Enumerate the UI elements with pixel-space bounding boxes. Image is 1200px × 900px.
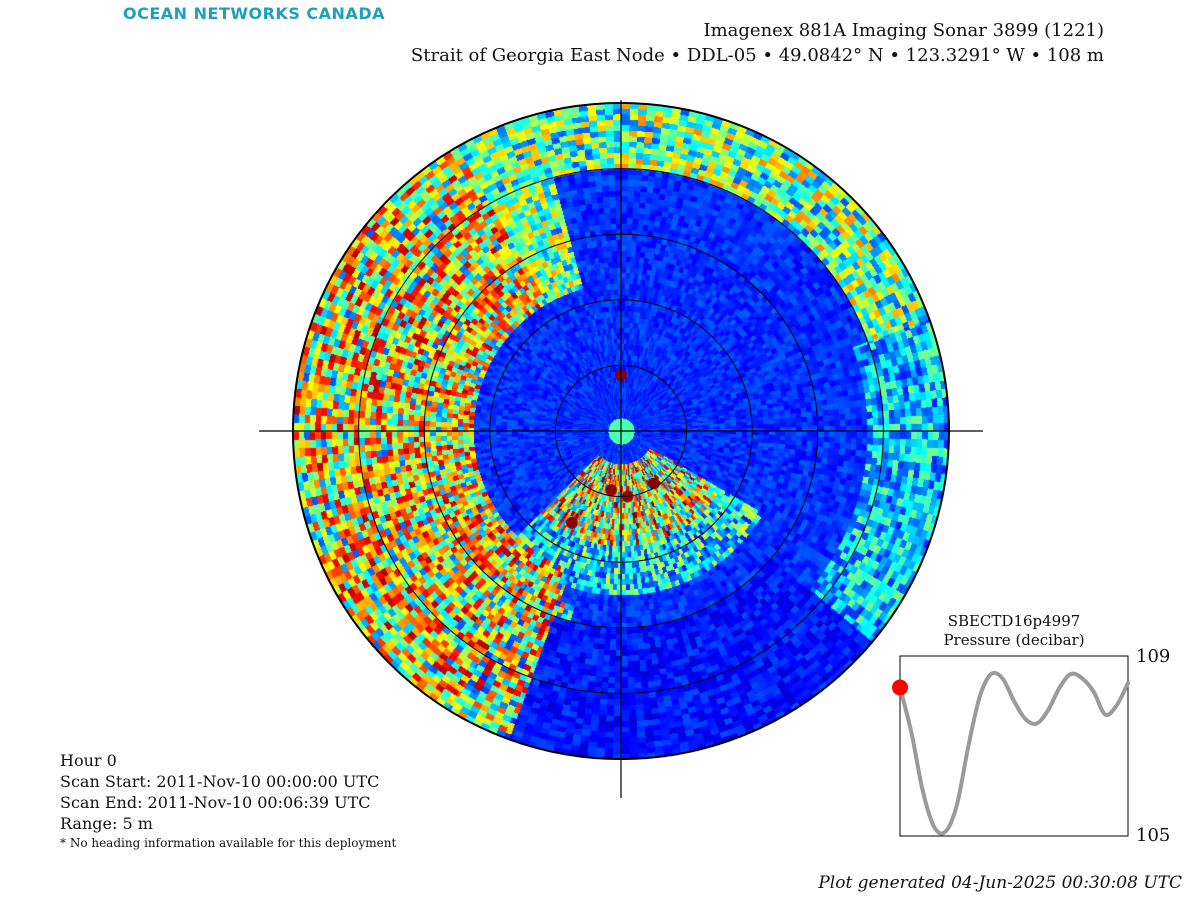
inset-ylabel: Pressure (decibar)	[943, 631, 1085, 649]
hour-label: Hour 0	[60, 751, 117, 770]
inset-ytick-min: 105	[1136, 825, 1171, 846]
instrument-title: Imagenex 881A Imaging Sonar 3899 (1221)	[703, 20, 1104, 41]
scan-end: Scan End: 2011-Nov-10 00:06:39 UTC	[60, 793, 371, 812]
range-label: Range: 5 m	[60, 814, 153, 833]
pressure-series-line	[898, 670, 1130, 836]
heading-note: * No heading information available for t…	[60, 836, 397, 850]
current-time-marker	[892, 679, 908, 696]
pressure-inset-chart: SBECTD16p4997 Pressure (decibar) 109 105	[880, 610, 1180, 850]
inset-sensor-name: SBECTD16p4997	[947, 612, 1081, 630]
plot-title: Imagenex 881A Imaging Sonar 3899 (1221) …	[411, 18, 1104, 68]
sonar-polar-plot	[255, 98, 987, 800]
brand-logo-text: OCEAN NETWORKS CANADA	[123, 4, 385, 23]
inset-title: SBECTD16p4997 Pressure (decibar)	[900, 612, 1128, 650]
inset-ytick-max: 109	[1136, 646, 1171, 667]
plot-generated-timestamp: Plot generated 04-Jun-2025 00:30:08 UTC	[818, 873, 1182, 893]
inset-plot-area	[892, 655, 1130, 837]
location-subtitle: Strait of Georgia East Node • DDL-05 • 4…	[410, 45, 1104, 66]
scan-info: Hour 0 Scan Start: 2011-Nov-10 00:00:00 …	[60, 750, 396, 852]
sonar-overlay	[259, 100, 983, 798]
inset-frame	[899, 655, 1129, 837]
scan-start: Scan Start: 2011-Nov-10 00:00:00 UTC	[60, 772, 380, 791]
